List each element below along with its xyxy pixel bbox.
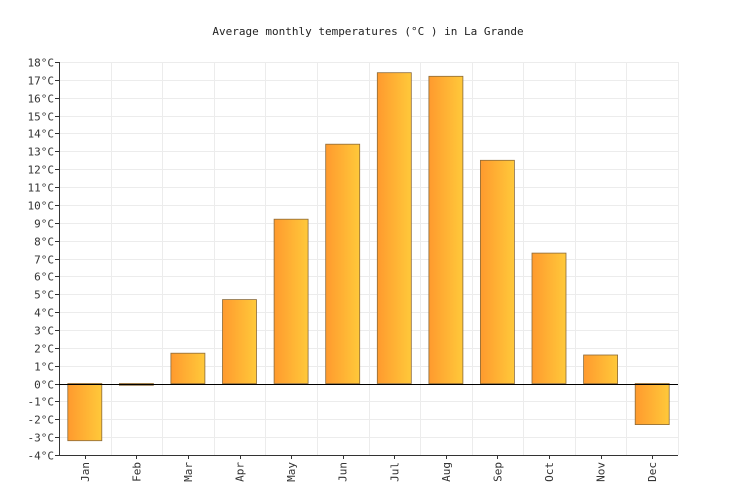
y-tick-label: 8°C bbox=[34, 236, 54, 249]
bar-dec bbox=[634, 383, 670, 425]
y-tick-label: 2°C bbox=[34, 343, 54, 356]
x-tick-labels: Jan Feb Mar Apr May Jun Jul Aug Sep Oct Nov Dec bbox=[79, 462, 659, 482]
x-tick-label: Nov bbox=[595, 462, 608, 482]
y-tick-label: 3°C bbox=[34, 325, 54, 338]
x-tick-label: Dec bbox=[646, 462, 659, 482]
y-tick-label: 18°C bbox=[28, 57, 55, 70]
y-tick-label: -3°C bbox=[28, 432, 55, 445]
y-tick-label: -4°C bbox=[28, 450, 55, 463]
y-tick-label: -2°C bbox=[28, 414, 55, 427]
bar-may bbox=[273, 218, 309, 384]
x-tick-label: Aug bbox=[440, 462, 453, 482]
x-tick-label: Jul bbox=[388, 462, 401, 482]
y-tick-label: 16°C bbox=[28, 93, 55, 106]
y-tick-label: 1°C bbox=[34, 361, 54, 374]
y-tick-label: 4°C bbox=[34, 307, 54, 320]
y-tick-label: -1°C bbox=[28, 396, 55, 409]
y-tick-label: 11°C bbox=[28, 182, 55, 195]
y-tick-label: 7°C bbox=[34, 254, 54, 267]
x-tick-label: Jun bbox=[337, 462, 350, 482]
y-tick-label: 6°C bbox=[34, 271, 54, 284]
bar-oct bbox=[531, 252, 567, 384]
y-tick-label: 9°C bbox=[34, 218, 54, 231]
bar-apr bbox=[222, 299, 257, 385]
bar-mar bbox=[170, 352, 206, 385]
y-tick-label: 13°C bbox=[28, 146, 55, 159]
x-tick-label: Oct bbox=[543, 462, 556, 482]
y-tick-label: 10°C bbox=[28, 200, 55, 213]
bar-jun bbox=[325, 143, 361, 384]
bar-aug bbox=[428, 75, 464, 384]
y-tick-label: 5°C bbox=[34, 289, 54, 302]
y-tick-label: 0°C bbox=[34, 379, 54, 392]
bar-sep bbox=[479, 159, 515, 385]
grid-lines bbox=[59, 62, 679, 456]
bar-jul bbox=[376, 72, 412, 384]
x-tick-label: Mar bbox=[182, 462, 195, 482]
chart-title: Average monthly temperatures (°C ) in La… bbox=[212, 25, 523, 38]
y-tick-labels: -4°C -3°C -2°C -1°C 0°C 1°C 2°C 3°C 4°C 5°C 6°C 7°C… bbox=[28, 57, 55, 463]
bar-nov bbox=[583, 354, 618, 385]
bars bbox=[67, 72, 670, 442]
y-tick-label: 12°C bbox=[28, 164, 55, 177]
x-tick-label: Sep bbox=[491, 462, 504, 482]
x-tick-label: Jan bbox=[79, 462, 92, 482]
axes bbox=[55, 62, 678, 459]
y-tick-label: 15°C bbox=[28, 111, 55, 124]
x-tick-label: Feb bbox=[130, 462, 143, 482]
x-tick-label: May bbox=[285, 462, 298, 482]
y-tick-label: 14°C bbox=[28, 128, 55, 141]
x-tick-label: Apr bbox=[234, 462, 247, 482]
bar-jan bbox=[67, 383, 103, 442]
y-tick-label: 17°C bbox=[28, 75, 55, 88]
